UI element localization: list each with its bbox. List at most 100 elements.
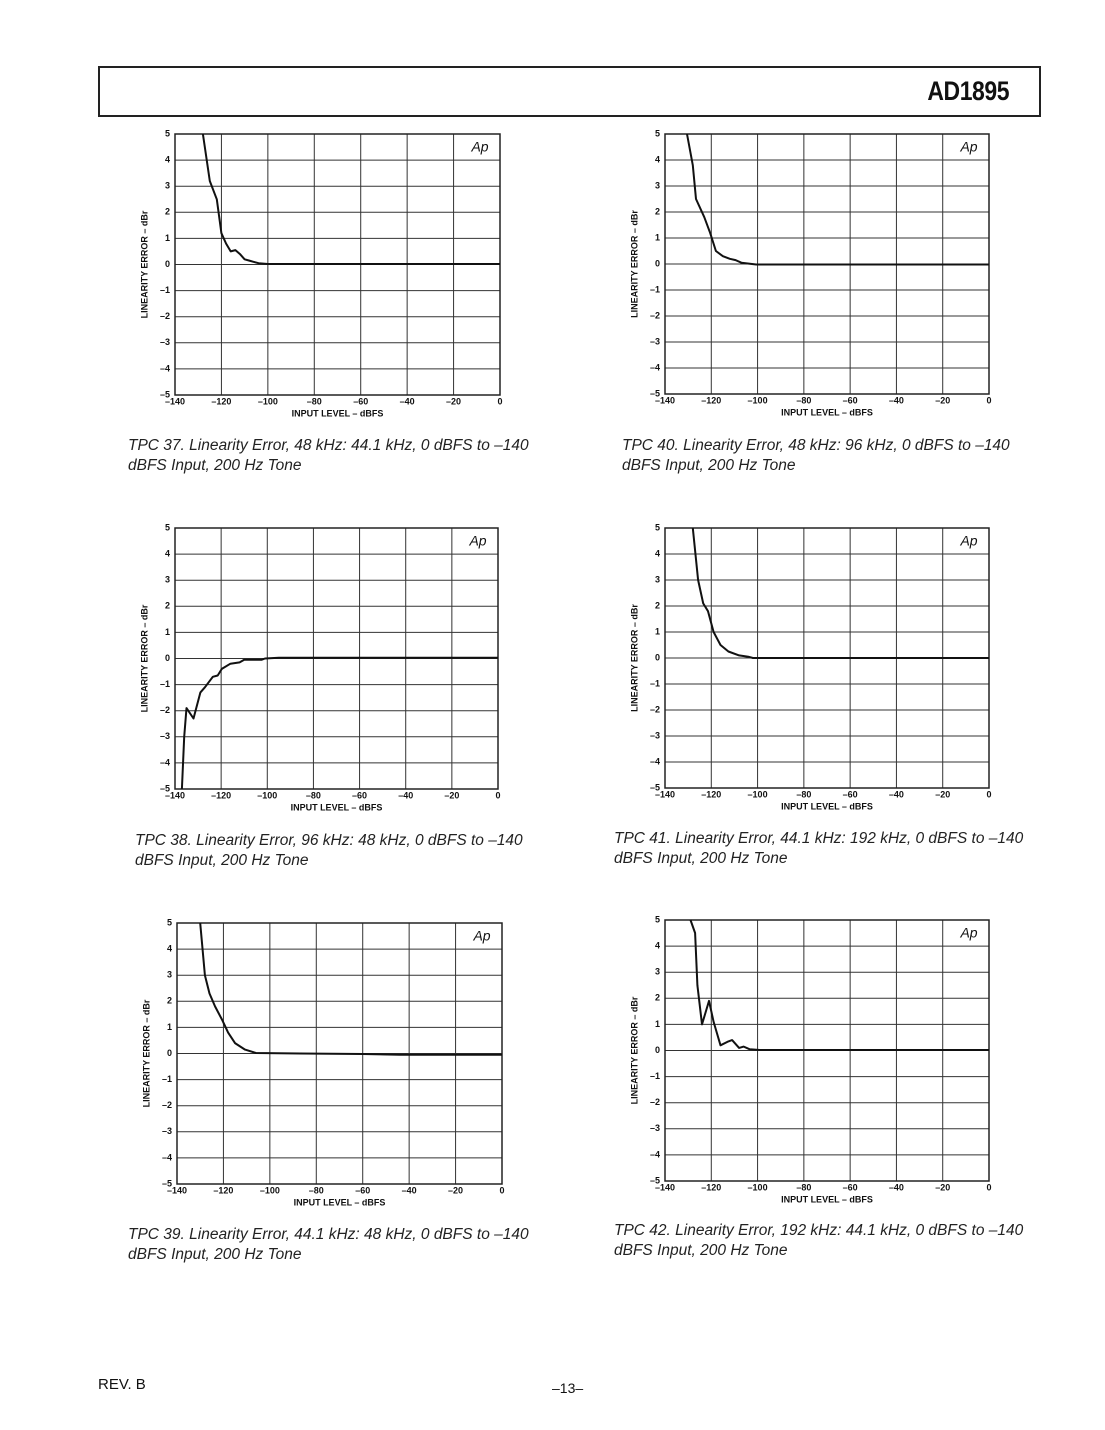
x-tick-label: –60 [352,790,367,800]
y-axis-label: LINEARITY ERROR – dBr [141,999,151,1107]
y-tick-label: –2 [162,1100,172,1110]
y-tick-label: –4 [162,1152,172,1162]
y-tick-label: 2 [165,601,170,611]
x-axis-label: INPUT LEVEL – dBFS [292,408,384,418]
y-axis-label: LINEARITY ERROR – dBr [139,210,149,318]
x-tick-label: –120 [211,396,231,406]
y-tick-label: –3 [162,1126,172,1136]
annotation: Ap [959,533,977,549]
x-axis-label: INPUT LEVEL – dBFS [781,407,873,417]
y-tick-label: 3 [655,967,660,977]
y-tick-label: –2 [160,705,170,715]
y-tick-label: –3 [160,731,170,741]
y-tick-label: –5 [650,1175,660,1185]
header-title: AD1895 [927,76,1009,106]
chart-caption: TPC 40. Linearity Error, 48 kHz: 96 kHz,… [622,437,1010,474]
y-tick-label: –4 [650,362,660,372]
y-tick-label: 0 [655,652,660,662]
y-tick-label: –5 [160,783,170,793]
x-tick-label: –100 [748,789,768,799]
x-tick-label: 0 [495,790,500,800]
y-tick-label: 0 [165,259,170,269]
x-tick-label: –60 [843,395,858,405]
x-tick-label: –100 [748,395,768,405]
data-line [689,919,989,1051]
y-tick-label: –3 [650,336,660,346]
y-tick-label: –1 [160,679,170,689]
y-tick-label: 2 [655,993,660,1003]
x-tick-label: –120 [213,1185,233,1195]
y-tick-label: –2 [160,311,170,321]
x-tick-label: –100 [258,396,278,406]
x-tick-label: –40 [398,790,413,800]
x-axis-label: INPUT LEVEL – dBFS [294,1197,386,1207]
x-tick-label: –60 [843,789,858,799]
y-tick-label: 4 [655,548,660,558]
data-line [180,656,498,790]
y-tick-label: –5 [650,782,660,792]
y-tick-label: –2 [650,1097,660,1107]
y-tick-label: –1 [650,1071,660,1081]
y-axis-label: LINEARITY ERROR – dBr [629,604,639,712]
x-tick-label: –20 [935,1182,950,1192]
x-tick-label: –80 [306,790,321,800]
y-axis-label: LINEARITY ERROR – dBr [139,604,149,712]
y-tick-label: 0 [655,258,660,268]
plot-frame [176,922,503,1185]
x-tick-label: 0 [499,1185,504,1195]
y-tick-label: 1 [167,1022,172,1032]
x-tick-label: –40 [889,1182,904,1192]
y-axis-label: LINEARITY ERROR – dBr [629,210,639,318]
y-tick-label: 5 [655,914,660,924]
y-tick-label: 5 [165,128,170,138]
y-tick-label: –5 [650,388,660,398]
x-tick-label: –60 [353,396,368,406]
y-tick-label: –3 [650,730,660,740]
page-number: –13– [552,1380,584,1396]
y-tick-label: 5 [655,522,660,532]
y-tick-label: 3 [165,181,170,191]
x-tick-label: –100 [748,1182,768,1192]
y-tick-label: –4 [650,1149,660,1159]
x-tick-label: –80 [796,1182,811,1192]
x-tick-label: –20 [935,395,950,405]
x-tick-label: –100 [260,1185,280,1195]
y-tick-label: –4 [650,756,660,766]
y-tick-label: –1 [162,1074,172,1084]
y-tick-label: 1 [655,232,660,242]
x-axis-label: INPUT LEVEL – dBFS [781,801,873,811]
y-tick-label: 0 [167,1048,172,1058]
data-line [199,922,502,1056]
x-tick-label: –60 [843,1182,858,1192]
y-tick-label: 4 [655,154,660,164]
data-line [686,133,989,266]
x-tick-label: –40 [889,395,904,405]
x-axis-label: INPUT LEVEL – dBFS [781,1194,873,1204]
x-tick-label: –20 [444,790,459,800]
y-tick-label: –4 [160,757,170,767]
x-tick-label: –140 [655,1182,675,1192]
x-axis-label: INPUT LEVEL – dBFS [291,802,383,812]
y-tick-label: 5 [165,522,170,532]
x-tick-label: –80 [309,1185,324,1195]
y-tick-label: 0 [655,1045,660,1055]
x-tick-label: 0 [986,1182,991,1192]
y-tick-label: 3 [655,574,660,584]
x-tick-label: 0 [497,396,502,406]
y-tick-label: 2 [167,996,172,1006]
x-tick-label: –80 [796,789,811,799]
y-tick-label: –2 [650,704,660,714]
y-tick-label: 3 [655,180,660,190]
x-tick-label: –120 [211,790,231,800]
y-tick-label: 1 [655,1019,660,1029]
y-tick-label: 5 [655,128,660,138]
x-tick-label: –20 [448,1185,463,1195]
x-tick-label: –40 [889,789,904,799]
x-tick-label: –140 [655,789,675,799]
x-tick-label: –140 [165,790,185,800]
x-tick-label: –20 [935,789,950,799]
y-tick-label: –1 [650,284,660,294]
y-tick-label: 1 [655,626,660,636]
